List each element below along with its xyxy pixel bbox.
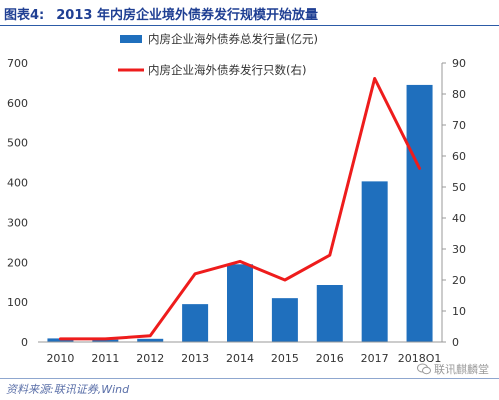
line-point	[59, 338, 61, 340]
line-point	[239, 260, 241, 262]
legend-label-bar: 内房企业海外债券总发行量(亿元)	[148, 32, 318, 46]
y-left-tick-label: 200	[7, 256, 28, 269]
y-left-tick-label: 100	[7, 296, 28, 309]
x-tick-label: 2018Q1	[398, 352, 442, 362]
line-point	[104, 338, 106, 340]
y-left-tick-label: 300	[7, 216, 28, 229]
y-right-tick-label: 90	[452, 57, 466, 70]
y-left-tick-label: 500	[7, 137, 28, 150]
bar	[182, 304, 209, 342]
chart-title: 2013 年内房企业境外债券发行规模开始放量	[56, 7, 318, 23]
legend-swatch-bar	[120, 35, 142, 43]
bar	[137, 338, 164, 342]
x-tick-label: 2017	[361, 352, 389, 362]
y-right-tick-label: 10	[452, 305, 466, 318]
chart: 0 100 200 300 400 500 600 700 0 10 20 30 40 50 60 70 80 9…	[7, 32, 466, 362]
watermark-text: 联讯麒麟堂	[434, 363, 489, 376]
source-divider	[0, 378, 499, 379]
y-right-tick-label: 40	[452, 212, 466, 225]
x-tick-label: 2012	[136, 352, 164, 362]
line-point	[374, 78, 376, 79]
y-right-tick-label: 30	[452, 243, 466, 256]
x-tick-label: 2016	[316, 352, 344, 362]
x-tick-label: 2014	[226, 352, 254, 362]
figure-label: 图表4:	[4, 7, 45, 23]
bar	[92, 339, 119, 342]
bar	[316, 285, 343, 342]
bar	[361, 181, 388, 342]
watermark: 联讯麒麟堂	[417, 361, 489, 377]
line-point	[194, 273, 196, 275]
line-point	[284, 279, 286, 281]
bar	[227, 264, 253, 342]
x-tick-label: 2010	[46, 352, 74, 362]
y-right-tick-label: 60	[452, 150, 466, 163]
y-right-tick-label: 50	[452, 181, 466, 194]
figure-title-row: 图表4: 2013 年内房企业境外债券发行规模开始放量	[4, 2, 318, 24]
y-left-tick-label: 400	[7, 177, 28, 190]
source-note: 资料来源:联讯证券,Wind	[6, 383, 130, 396]
y-right-tick-label: 0	[452, 336, 459, 349]
bar	[271, 298, 298, 342]
title-divider	[0, 25, 499, 26]
bar	[406, 84, 433, 342]
wechat-icon	[417, 363, 431, 375]
x-tick-label: 2011	[91, 352, 119, 362]
y-left-tick-label: 0	[21, 336, 28, 349]
y-right-tick-label: 20	[452, 274, 466, 287]
line-point	[329, 254, 331, 256]
x-tick-label: 2013	[181, 352, 209, 362]
legend-label-line: 内房企业海外债券发行只数(右)	[148, 63, 306, 77]
y-left-tick-label: 700	[7, 57, 28, 70]
y-right-tick-label: 70	[452, 119, 466, 132]
x-tick-label: 2015	[271, 352, 299, 362]
y-right-tick-label: 80	[452, 88, 466, 101]
y-left-tick-label: 600	[7, 97, 28, 110]
line-point	[419, 167, 421, 169]
line-point	[149, 335, 151, 337]
